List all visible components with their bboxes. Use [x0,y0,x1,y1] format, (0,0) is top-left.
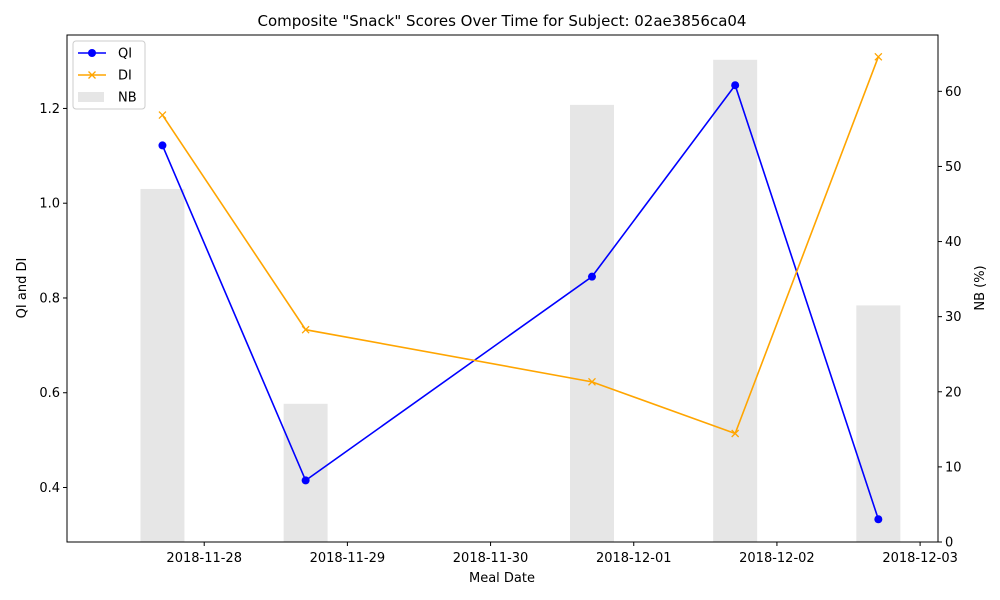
qi-point [587,272,596,281]
nb-bar [856,305,901,542]
x-tick-label: 2018-11-29 [310,551,386,566]
y-right-tick-label: 40 [945,235,962,250]
di-point [158,111,167,120]
x-tick-label: 2018-11-28 [166,551,242,566]
di-point [301,325,310,334]
x-axis: 2018-11-28 2018-11-29 2018-11-30 2018-12-01… [166,542,958,566]
legend-label-di: DI [118,69,132,84]
nb-bar [713,59,758,542]
qi-point [874,515,883,524]
y-axis-left-label: QI and DI [15,258,30,319]
chart-title: Composite "Snack" Scores Over Time for S… [258,12,747,30]
x-tick-label: 2018-12-03 [882,551,958,566]
y-right-tick-label: 30 [945,310,962,325]
legend-label-qi: QI [118,47,132,62]
qi-point [731,81,740,90]
y-right-tick-label: 0 [945,536,953,551]
y-left-tick-label: 1.2 [39,102,60,117]
nb-bar [569,104,614,542]
legend-marker-di [88,71,96,79]
y-right-tick-label: 60 [945,85,962,100]
y-right-tick-label: 20 [945,385,962,400]
legend: QI DI NB [72,40,146,110]
y-left-tick-label: 0.6 [39,386,60,401]
qi-point [158,141,167,150]
nb-bar [283,403,328,542]
y-left-tick-label: 0.8 [39,291,60,306]
x-tick-label: 2018-12-01 [596,551,672,566]
y-axis-right-label: NB (%) [973,265,988,310]
x-tick-label: 2018-12-02 [739,551,815,566]
y-right-tick-label: 10 [945,460,962,475]
nb-bar [140,188,185,542]
di-point [588,377,596,386]
y-left-tick-label: 1.0 [39,197,60,212]
legend-marker-qi [88,49,96,57]
qi-line [161,83,880,520]
di-line [161,56,880,435]
y-left-tick-label: 0.4 [39,481,60,496]
x-axis-label: Meal Date [469,571,535,586]
legend-swatch-nb [78,92,104,102]
di-point [874,52,883,61]
qi-point [301,476,310,485]
di-point [731,429,740,438]
y-axis-right: 0 10 20 30 40 50 60 [938,85,962,551]
series-lines [158,52,883,524]
x-tick-label: 2018-11-30 [453,551,529,566]
nb-bars [140,59,901,542]
plot-frame [66,34,939,543]
y-axis-left: 0.4 0.6 0.8 1.0 1.2 [39,102,67,496]
legend-label-nb: NB [118,91,137,106]
y-right-tick-label: 50 [945,160,962,175]
